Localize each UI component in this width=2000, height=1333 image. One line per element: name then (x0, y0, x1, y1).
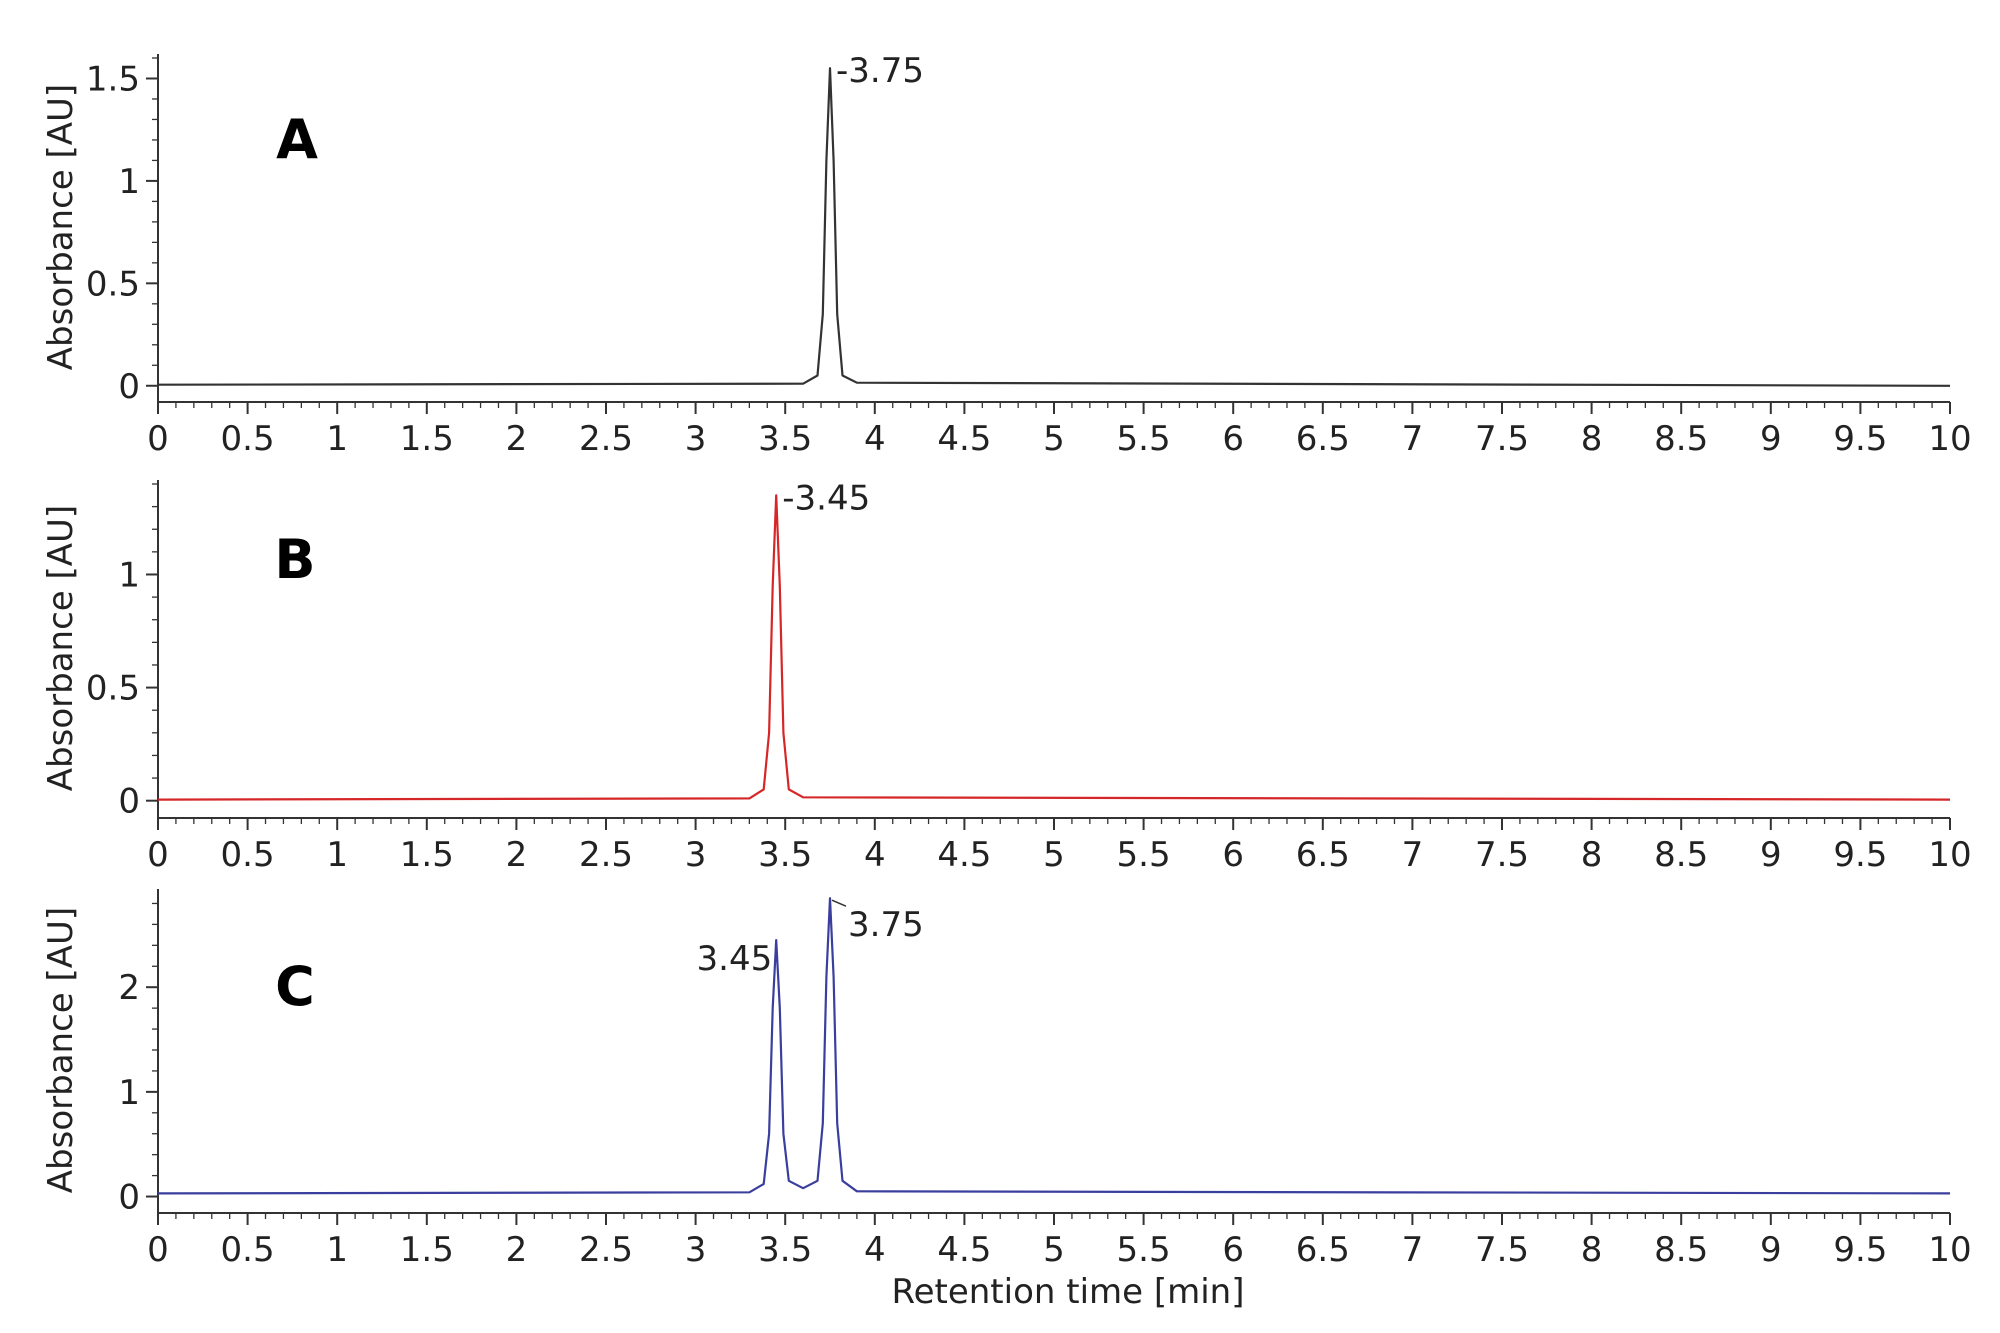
x-tick-label: 7.5 (1475, 835, 1529, 875)
x-tick-label: 5.5 (1117, 835, 1171, 875)
x-tick-label: 8.5 (1654, 1230, 1708, 1270)
x-tick-label: 6 (1222, 835, 1244, 875)
peak-label: 3.45 (697, 939, 773, 979)
x-tick-label: 4.5 (937, 835, 991, 875)
panel-letter: C (275, 955, 315, 1018)
panel-letter: B (274, 528, 315, 591)
x-tick-label: 7 (1402, 419, 1424, 459)
x-tick-label: 4.5 (937, 419, 991, 459)
x-tick-label: 6 (1222, 1230, 1244, 1270)
x-axis-title: Retention time [min] (891, 1272, 1244, 1312)
x-tick-label: 7.5 (1475, 1230, 1529, 1270)
y-axis-title: Absorbance [AU] (41, 505, 81, 791)
x-tick-label: 4 (864, 419, 886, 459)
x-tick-label: 1 (326, 835, 348, 875)
x-tick-label: 8.5 (1654, 835, 1708, 875)
x-tick-label: 9 (1760, 1230, 1782, 1270)
y-tick-label: 0 (118, 367, 140, 407)
x-tick-label: 0 (147, 419, 169, 459)
x-tick-label: 10 (1928, 419, 1971, 459)
panel-c: 0 0.5 1 1.5 2 2.5 3 3.5 4 4.5 5 5.5 6 6.5 7 7.5 8 8.5 9 9.5… (41, 889, 1972, 1312)
x-tick-label: 9.5 (1833, 419, 1887, 459)
x-tick-label: 8.5 (1654, 419, 1708, 459)
x-tick-label: 10 (1928, 1230, 1971, 1270)
x-tick-label: 5.5 (1117, 1230, 1171, 1270)
panel-letter: A (276, 108, 318, 171)
x-tick-label: 9.5 (1833, 835, 1887, 875)
y-tick-label: 2 (118, 968, 140, 1008)
chromatogram-trace (157, 494, 1951, 801)
x-tick-label: 7 (1402, 835, 1424, 875)
x-tick-label: 1.5 (400, 1230, 454, 1270)
x-tick-label: 3 (685, 419, 707, 459)
x-tick-label: 6.5 (1296, 835, 1350, 875)
x-tick-label: 2 (506, 419, 528, 459)
x-tick-label: 3 (685, 1230, 707, 1270)
x-tick-label: 0 (147, 1230, 169, 1270)
x-tick-label: 2 (506, 835, 528, 875)
x-tick-label: 2 (506, 1230, 528, 1270)
y-tick-label: 0 (118, 1178, 140, 1218)
peak-label: -3.45 (782, 478, 870, 518)
peak-label: 3.75 (848, 905, 924, 945)
x-tick-label: 3.5 (758, 835, 812, 875)
x-tick-label: 9 (1760, 419, 1782, 459)
x-tick-label: 3 (685, 835, 707, 875)
x-tick-label: 2.5 (579, 1230, 633, 1270)
x-tick-label: 6 (1222, 419, 1244, 459)
x-tick-label: 0.5 (221, 835, 275, 875)
x-tick-label: 2.5 (579, 419, 633, 459)
x-tick-label: 9 (1760, 835, 1782, 875)
x-tick-label: 8 (1581, 835, 1603, 875)
y-tick-label: 1 (118, 555, 140, 595)
x-tick-label: 0.5 (221, 1230, 275, 1270)
x-tick-label: 1.5 (400, 835, 454, 875)
x-tick-label: 9.5 (1833, 1230, 1887, 1270)
y-tick-label: 0 (118, 782, 140, 822)
y-tick-label: 0.5 (86, 669, 140, 709)
chromatogram-panels: 0 0.5 1 1.5 2 2.5 3 3.5 4 4.5 5 5.5 6 6.5 7 7.5 8 8.5 9 9.5… (41, 51, 1972, 1312)
x-tick-label: 0 (147, 835, 169, 875)
peak-label: -3.75 (836, 51, 924, 91)
chromatogram-trace (157, 897, 1951, 1195)
peak-leader-line (831, 899, 847, 907)
x-tick-label: 5.5 (1117, 419, 1171, 459)
x-tick-label: 5 (1043, 1230, 1065, 1270)
x-tick-label: 8 (1581, 1230, 1603, 1270)
x-tick-label: 6.5 (1296, 419, 1350, 459)
y-tick-label: 0.5 (86, 264, 140, 304)
x-tick-label: 5 (1043, 419, 1065, 459)
x-tick-label: 1 (326, 419, 348, 459)
chromatogram-trace (157, 67, 1951, 387)
x-tick-label: 2.5 (579, 835, 633, 875)
x-tick-label: 3.5 (758, 419, 812, 459)
x-tick-label: 10 (1928, 835, 1971, 875)
panel-b: 0 0.5 1 1.5 2 2.5 3 3.5 4 4.5 5 5.5 6 6.5 7 7.5 8 8.5 9 9.5… (41, 478, 1972, 875)
x-tick-label: 1.5 (400, 419, 454, 459)
y-tick-label: 1.5 (86, 59, 140, 99)
x-tick-label: 4 (864, 1230, 886, 1270)
x-tick-label: 4 (864, 835, 886, 875)
y-axis-title: Absorbance [AU] (41, 84, 81, 370)
x-tick-label: 6.5 (1296, 1230, 1350, 1270)
x-tick-label: 8 (1581, 419, 1603, 459)
x-tick-label: 7 (1402, 1230, 1424, 1270)
x-tick-label: 3.5 (758, 1230, 812, 1270)
panel-a: 0 0.5 1 1.5 2 2.5 3 3.5 4 4.5 5 5.5 6 6.5 7 7.5 8 8.5 9 9.5… (41, 51, 1972, 459)
x-tick-label: 0.5 (221, 419, 275, 459)
y-axis-title: Absorbance [AU] (41, 907, 81, 1193)
x-tick-label: 7.5 (1475, 419, 1529, 459)
y-tick-label: 1 (118, 162, 140, 202)
x-tick-label: 5 (1043, 835, 1065, 875)
x-tick-label: 4.5 (937, 1230, 991, 1270)
y-tick-label: 1 (118, 1073, 140, 1113)
x-tick-label: 1 (326, 1230, 348, 1270)
